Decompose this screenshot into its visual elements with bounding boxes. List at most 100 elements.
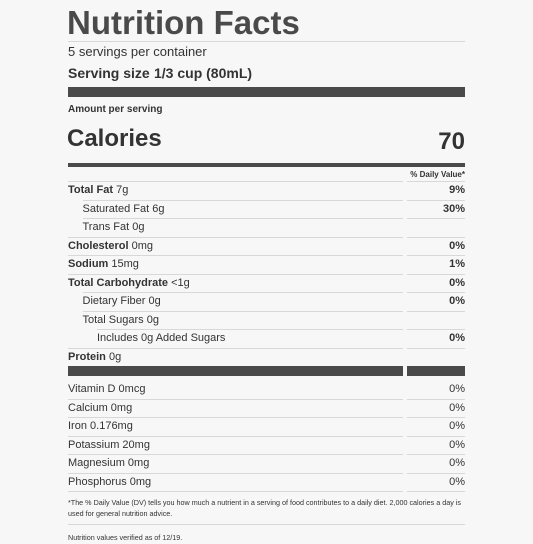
- calories-value: 70: [438, 128, 465, 155]
- vitamin-amount: 0mg: [127, 457, 150, 469]
- vitamin-amount: 0.176mg: [90, 420, 133, 432]
- row-divider: [68, 472, 403, 474]
- daily-value: 0%: [449, 457, 465, 469]
- vitamin-row: Phosphorus 0mg: [68, 476, 151, 488]
- daily-value: 0%: [449, 295, 465, 307]
- vitamin-name: Iron: [68, 420, 87, 432]
- row-divider: [407, 454, 465, 455]
- nutrient-name: Total Carbohydrate: [68, 276, 169, 289]
- daily-value: 0%: [449, 383, 465, 395]
- row-divider: [407, 329, 465, 330]
- row-divider: [407, 491, 465, 492]
- nutrient-amount: 7g: [116, 184, 129, 196]
- row-divider: [407, 218, 465, 219]
- row-divider: [407, 199, 465, 201]
- daily-value: 1%: [449, 258, 465, 270]
- vitamin-row: Calcium 0mg: [68, 402, 132, 414]
- nutrient-name: Saturated Fat: [82, 202, 150, 215]
- vitamin-name: Vitamin D: [68, 383, 116, 395]
- nutrient-amount: 6g: [152, 202, 165, 215]
- vitamin-row: Potassium 20mg: [68, 439, 150, 451]
- daily-value: 9%: [449, 184, 465, 196]
- nutrient-row: Trans Fat 0g: [83, 221, 145, 233]
- nutrient-row: Sodium 15mg: [68, 258, 139, 270]
- thick-bar: [68, 87, 465, 97]
- vitamin-row: Magnesium 0mg: [68, 457, 149, 469]
- vitamin-amount: 0mg: [110, 401, 133, 414]
- nutrient-row: Cholesterol 0mg: [68, 240, 153, 252]
- vitamin-row: Iron 0.176mg: [68, 420, 133, 432]
- daily-value: 0%: [449, 239, 465, 252]
- nutrient-name: Total Fat: [68, 184, 114, 196]
- vitamin-row: Vitamin D 0mcg: [68, 383, 145, 395]
- row-divider: [82, 292, 403, 293]
- servings: 5 servings per container: [68, 44, 207, 59]
- medium-bar: [68, 163, 465, 167]
- row-divider: [82, 199, 403, 201]
- nutrient-amount: 0g: [132, 221, 145, 233]
- daily-value: 0%: [449, 276, 465, 289]
- vitamin-name: Potassium: [68, 438, 120, 451]
- nutrient-row: Total Carbohydrate <1g: [68, 277, 190, 289]
- nutrient-amount: 0g: [146, 313, 159, 326]
- daily-value: 0%: [449, 420, 465, 432]
- row-divider: [407, 417, 465, 418]
- serving-size-value: 1/3 cup (80mL): [154, 65, 253, 81]
- daily-value: 0%: [449, 401, 465, 414]
- row-divider: [68, 398, 403, 400]
- row-divider: [68, 347, 403, 349]
- vitamin-amount: 20mg: [122, 438, 150, 451]
- nutrient-amount: 0g: [108, 350, 122, 363]
- row-divider: [407, 273, 465, 275]
- nutrient-row: Includes 0g Added Sugars: [97, 332, 225, 344]
- vitamin-name: Calcium: [68, 401, 108, 414]
- daily-value: 0%: [449, 332, 465, 344]
- thick-bar: [407, 366, 465, 376]
- amount-per-serving: Amount per serving: [68, 104, 163, 115]
- vitamin-name: Phosphorus: [68, 475, 127, 488]
- nutrient-row: Saturated Fat 6g: [83, 203, 165, 215]
- nutrient-row: Protein 0g: [68, 351, 121, 363]
- row-divider: [68, 491, 403, 492]
- nutrient-name: Trans Fat: [82, 221, 130, 233]
- divider: [68, 41, 465, 42]
- row-divider: [407, 435, 465, 437]
- row-divider: [407, 236, 465, 238]
- nutrient-name: Includes 0g Added Sugars: [97, 332, 226, 344]
- title: Nutrition Facts: [67, 4, 300, 41]
- row-divider: [68, 181, 403, 182]
- nutrient-amount: 0mg: [131, 239, 153, 252]
- thick-bar: [68, 366, 403, 376]
- nutrient-name: Total Sugars: [82, 313, 144, 326]
- nutrient-name: Protein: [68, 350, 106, 363]
- row-divider: [407, 292, 465, 293]
- row-divider: [407, 472, 465, 474]
- footnote: *The % Daily Value (DV) tells you how mu…: [68, 498, 461, 518]
- daily-value: 30%: [442, 202, 465, 215]
- serving-size-label: Serving size: [68, 65, 150, 81]
- row-divider: [68, 255, 403, 256]
- row-divider: [407, 347, 465, 349]
- row-divider: [68, 454, 403, 455]
- daily-value: 0%: [449, 475, 465, 488]
- nutrient-row: Total Fat 7g: [68, 184, 128, 196]
- daily-value: 0%: [449, 438, 465, 451]
- nutrient-amount: 15mg: [111, 258, 139, 270]
- row-divider: [407, 398, 465, 400]
- vitamin-amount: 0mcg: [118, 383, 146, 395]
- row-divider: [68, 236, 403, 238]
- verified-note: Nutrition values verified as of 12/19.: [68, 533, 183, 542]
- calories-label: Calories: [67, 125, 162, 152]
- nutrient-row: Dietary Fiber 0g: [83, 295, 161, 307]
- nutrient-name: Cholesterol: [68, 239, 129, 252]
- divider: [68, 524, 465, 525]
- row-divider: [68, 435, 403, 437]
- row-divider: [407, 255, 465, 256]
- row-divider: [407, 181, 465, 182]
- row-divider: [82, 310, 403, 312]
- row-divider: [97, 329, 403, 330]
- vitamin-amount: 0mg: [129, 475, 152, 488]
